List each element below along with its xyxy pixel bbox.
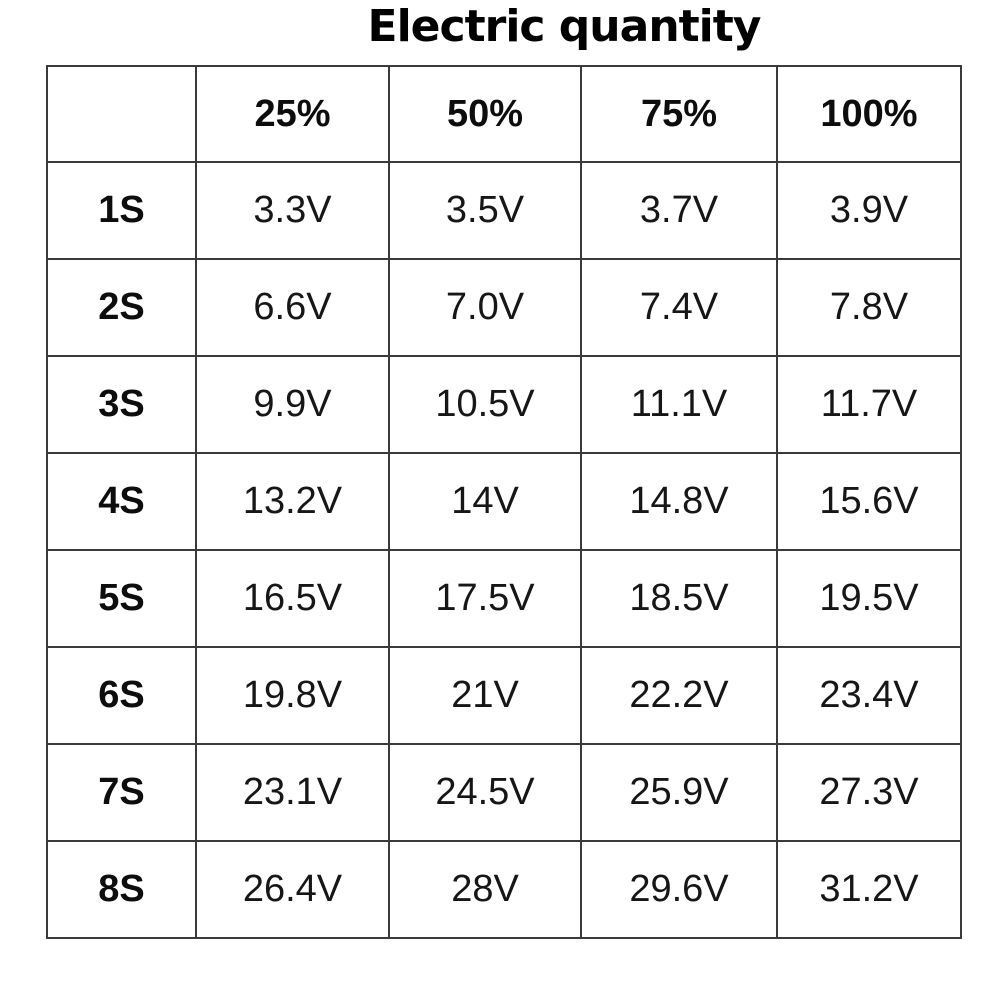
row-label-2s: 2S <box>46 258 197 357</box>
table-row-3s: 3S 9.9V 10.5V 11.1V 11.7V <box>46 355 962 454</box>
table-row-4s: 4S 13.2V 14V 14.8V 15.6V <box>46 452 962 551</box>
header-row: 25% 50% 75% 100% <box>46 65 962 163</box>
voltage-cell: 11.7V <box>776 355 962 454</box>
row-label-4s: 4S <box>46 452 197 551</box>
row-label-6s: 6S <box>46 646 197 745</box>
header-cell-50: 50% <box>388 65 582 163</box>
row-label-5s: 5S <box>46 549 197 648</box>
header-cell-75: 75% <box>580 65 778 163</box>
voltage-table: 25% 50% 75% 100% 1S 3.3V 3.5V 3.7V 3.9V … <box>46 65 962 939</box>
header-cell-100: 100% <box>776 65 962 163</box>
table-row-2s: 2S 6.6V 7.0V 7.4V 7.8V <box>46 258 962 357</box>
voltage-cell: 13.2V <box>195 452 390 551</box>
voltage-cell: 29.6V <box>580 840 778 939</box>
voltage-cell: 23.4V <box>776 646 962 745</box>
voltage-cell: 28V <box>388 840 582 939</box>
table-row-5s: 5S 16.5V 17.5V 18.5V 19.5V <box>46 549 962 648</box>
voltage-cell: 15.6V <box>776 452 962 551</box>
row-label-7s: 7S <box>46 743 197 842</box>
voltage-cell: 6.6V <box>195 258 390 357</box>
voltage-cell: 3.7V <box>580 161 778 260</box>
table-row-1s: 1S 3.3V 3.5V 3.7V 3.9V <box>46 161 962 260</box>
corner-cell <box>46 65 197 163</box>
voltage-cell: 21V <box>388 646 582 745</box>
voltage-cell: 11.1V <box>580 355 778 454</box>
voltage-cell: 14.8V <box>580 452 778 551</box>
table-row-8s: 8S 26.4V 28V 29.6V 31.2V <box>46 840 962 939</box>
table-row-7s: 7S 23.1V 24.5V 25.9V 27.3V <box>46 743 962 842</box>
voltage-cell: 24.5V <box>388 743 582 842</box>
voltage-cell: 9.9V <box>195 355 390 454</box>
table-row-6s: 6S 19.8V 21V 22.2V 23.4V <box>46 646 962 745</box>
voltage-cell: 10.5V <box>388 355 582 454</box>
voltage-cell: 18.5V <box>580 549 778 648</box>
page-title: Electric quantity <box>367 1 762 52</box>
voltage-cell: 19.8V <box>195 646 390 745</box>
voltage-cell: 25.9V <box>580 743 778 842</box>
voltage-cell: 7.8V <box>776 258 962 357</box>
row-label-1s: 1S <box>46 161 197 260</box>
voltage-cell: 27.3V <box>776 743 962 842</box>
voltage-cell: 16.5V <box>195 549 390 648</box>
voltage-cell: 7.0V <box>388 258 582 357</box>
voltage-cell: 31.2V <box>776 840 962 939</box>
voltage-cell: 3.3V <box>195 161 390 260</box>
voltage-cell: 22.2V <box>580 646 778 745</box>
voltage-cell: 7.4V <box>580 258 778 357</box>
voltage-cell: 3.9V <box>776 161 962 260</box>
voltage-cell: 19.5V <box>776 549 962 648</box>
voltage-cell: 3.5V <box>388 161 582 260</box>
voltage-cell: 26.4V <box>195 840 390 939</box>
voltage-cell: 17.5V <box>388 549 582 648</box>
row-label-8s: 8S <box>46 840 197 939</box>
header-cell-25: 25% <box>195 65 390 163</box>
voltage-cell: 23.1V <box>195 743 390 842</box>
row-label-3s: 3S <box>46 355 197 454</box>
voltage-cell: 14V <box>388 452 582 551</box>
